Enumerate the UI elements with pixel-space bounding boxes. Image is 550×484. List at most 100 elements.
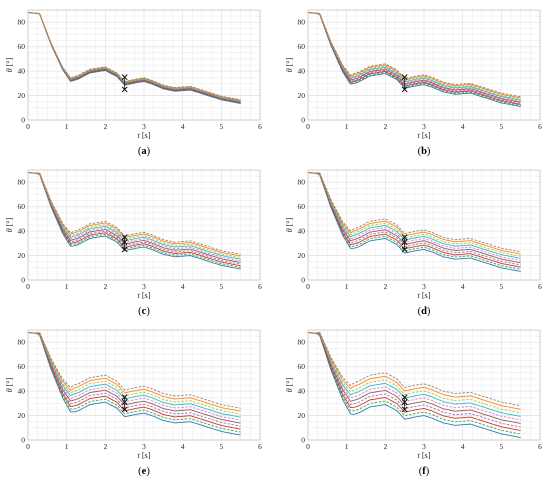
series-line xyxy=(307,331,521,407)
x-tick-label: 0 xyxy=(26,282,30,291)
y-tick-label: 80 xyxy=(18,18,26,27)
x-tick-label: 1 xyxy=(345,442,349,451)
series-line xyxy=(307,171,521,262)
x-tick-label: 4 xyxy=(461,282,465,291)
y-tick-label: 20 xyxy=(298,411,306,420)
x-tick-label: 4 xyxy=(461,442,465,451)
x-axis-label: t [s] xyxy=(418,291,431,300)
y-axis-label: θ [°] xyxy=(5,377,14,392)
y-tick-label: 40 xyxy=(298,67,306,76)
y-tick-label: 40 xyxy=(18,387,26,396)
plot-frame xyxy=(307,329,541,441)
series-line xyxy=(307,331,521,410)
series-line xyxy=(27,171,241,255)
series-line xyxy=(307,331,521,424)
series-line xyxy=(307,171,521,272)
series-line xyxy=(27,11,241,101)
x-tick-label: 5 xyxy=(499,122,503,131)
series-line xyxy=(27,331,241,436)
series-line xyxy=(307,331,521,421)
series-line xyxy=(27,171,241,270)
x-axis-label: t [s] xyxy=(138,131,151,140)
series-line xyxy=(307,11,521,106)
y-tick-label: 40 xyxy=(298,227,306,236)
x-tick-label: 6 xyxy=(258,442,262,451)
series-line xyxy=(27,171,241,259)
plot-frame xyxy=(27,169,261,281)
x-axis-label: t [s] xyxy=(138,291,151,300)
series-line xyxy=(27,331,241,412)
marker-x xyxy=(121,246,128,253)
plot-frame xyxy=(27,9,261,121)
y-tick-label: 0 xyxy=(21,276,25,285)
x-tick-label: 4 xyxy=(181,282,185,291)
y-tick-label: 60 xyxy=(18,42,26,51)
series-line xyxy=(307,11,521,99)
y-tick-label: 60 xyxy=(18,202,26,211)
y-tick-label: 0 xyxy=(21,116,25,125)
x-tick-label: 0 xyxy=(26,122,30,131)
y-tick-label: 20 xyxy=(18,91,26,100)
series-line xyxy=(27,171,241,265)
series-line xyxy=(27,331,241,424)
x-tick-label: 0 xyxy=(26,442,30,451)
x-tick-label: 5 xyxy=(219,282,223,291)
y-axis-label: θ [°] xyxy=(5,57,14,72)
x-tick-label: 2 xyxy=(103,282,107,291)
series-line xyxy=(27,171,241,262)
x-axis-label: t [s] xyxy=(418,131,431,140)
x-tick-label: 0 xyxy=(306,122,310,131)
x-tick-label: 5 xyxy=(499,442,503,451)
x-tick-label: 5 xyxy=(219,442,223,451)
series-line xyxy=(27,331,241,430)
plot-frame xyxy=(27,329,261,441)
marker-stroke xyxy=(121,246,128,253)
series-line xyxy=(307,171,521,257)
x-tick-label: 2 xyxy=(383,122,387,131)
x-tick-label: 4 xyxy=(181,442,185,451)
y-tick-label: 20 xyxy=(18,411,26,420)
series-line xyxy=(307,331,521,428)
x-tick-label: 1 xyxy=(65,282,69,291)
series-line xyxy=(27,331,241,415)
series-line xyxy=(27,171,241,268)
y-tick-label: 0 xyxy=(21,436,25,445)
y-tick-label: 80 xyxy=(298,18,306,27)
x-tick-label: 3 xyxy=(142,282,146,291)
x-tick-label: 3 xyxy=(422,282,426,291)
x-tick-label: 4 xyxy=(461,122,465,131)
y-tick-label: 0 xyxy=(301,276,305,285)
x-tick-label: 2 xyxy=(383,282,387,291)
marker-stroke xyxy=(401,246,408,253)
x-axis-label: t [s] xyxy=(138,451,151,460)
series-line xyxy=(307,331,521,431)
series-line xyxy=(307,331,521,414)
series-line xyxy=(307,171,521,253)
x-tick-label: 0 xyxy=(306,282,310,291)
x-tick-label: 1 xyxy=(345,282,349,291)
series-line xyxy=(307,171,521,270)
series-line xyxy=(27,171,241,263)
x-tick-label: 1 xyxy=(65,442,69,451)
y-tick-label: 20 xyxy=(298,91,306,100)
series-line xyxy=(307,11,521,98)
y-tick-label: 20 xyxy=(18,251,26,260)
x-tick-label: 3 xyxy=(422,442,426,451)
series-line xyxy=(307,331,521,439)
y-tick-label: 40 xyxy=(18,67,26,76)
x-tick-label: 6 xyxy=(258,282,262,291)
x-tick-label: 3 xyxy=(142,442,146,451)
x-tick-label: 1 xyxy=(65,122,69,131)
y-tick-label: 60 xyxy=(298,202,306,211)
series-line xyxy=(307,11,521,102)
series-line xyxy=(307,11,521,100)
y-tick-label: 40 xyxy=(18,227,26,236)
x-tick-label: 0 xyxy=(306,442,310,451)
x-tick-label: 2 xyxy=(103,442,107,451)
series-line xyxy=(307,171,521,255)
panel-label: (a) xyxy=(138,146,151,157)
